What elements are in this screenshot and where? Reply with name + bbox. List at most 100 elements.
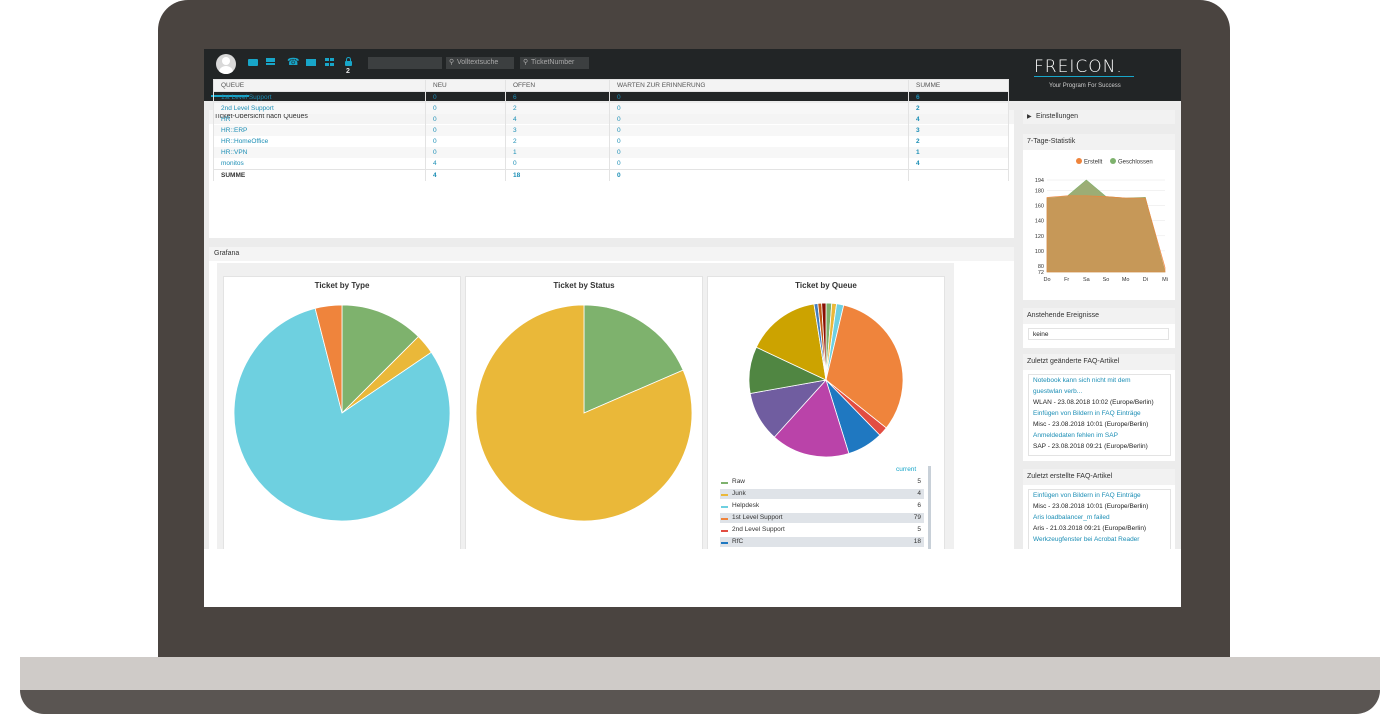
table-cell-offen[interactable]: 3 (505, 125, 610, 136)
legend-item[interactable]: Junk 4 (720, 489, 924, 499)
pie-slice[interactable] (755, 303, 827, 381)
table-cell-queue[interactable]: HR::HomeOffice (213, 136, 426, 147)
dashboard-icon[interactable] (325, 58, 334, 66)
y-tick-label: 120 (1035, 234, 1044, 240)
table-cell-warten[interactable]: 0 (609, 125, 909, 136)
table-row[interactable]: 1st Level Support 0 6 0 6 (213, 91, 1009, 103)
table-cell-queue[interactable]: 2nd Level Support (213, 103, 426, 114)
legend-item[interactable]: RfC 18 (720, 537, 924, 547)
table-cell-warten[interactable]: 0 (609, 103, 909, 114)
pie-slice[interactable] (341, 304, 419, 414)
table-cell-summe[interactable]: 6 (908, 91, 1009, 103)
queue-table: QUEUE NEU OFFEN WARTEN ZUR ERINNERUNG SU… (213, 79, 1009, 181)
faq-link[interactable]: guestwlan verb... (1033, 388, 1083, 395)
table-cell-offen[interactable]: 1 (505, 147, 610, 158)
table-cell-offen[interactable]: 2 (505, 136, 610, 147)
total-cell-offen: 18 (505, 169, 610, 181)
mail-icon[interactable] (306, 59, 316, 66)
pie-slice[interactable] (233, 307, 451, 522)
legend-scrollbar[interactable] (928, 466, 931, 556)
table-cell-offen[interactable]: 2 (505, 103, 610, 114)
folder-icon[interactable] (248, 59, 258, 66)
faq-link[interactable]: Anmeldedaten fehlen im SAP (1033, 432, 1118, 439)
user-avatar[interactable] (216, 54, 236, 74)
pie-slice[interactable] (825, 304, 904, 429)
table-cell-summe[interactable]: 4 (908, 114, 1009, 125)
faq-link[interactable]: Werkzeugfenster bei Acrobat Reader (1033, 536, 1140, 543)
table-cell-neu[interactable]: 0 (425, 103, 506, 114)
table-cell-neu[interactable]: 0 (425, 114, 506, 125)
pie-slice[interactable] (583, 304, 684, 414)
col-summe[interactable]: SUMME (908, 79, 1009, 92)
stats-legend-label[interactable]: Geschlossen (1118, 160, 1153, 166)
locked-tickets-count: 2 (346, 68, 350, 75)
stats-legend-dot[interactable] (1110, 158, 1116, 164)
legend-swatch (721, 482, 728, 484)
table-cell-queue[interactable]: HR (213, 114, 426, 125)
fulltext-search-input[interactable]: ⚲ Volltextsuche (446, 57, 514, 69)
faq-changed-panel: Zuletzt geänderte FAQ-Artikel Notebook k… (1023, 354, 1175, 461)
table-cell-neu[interactable]: 0 (425, 147, 506, 158)
table-cell-warten[interactable]: 0 (609, 147, 909, 158)
table-cell-warten[interactable]: 0 (609, 114, 909, 125)
faq-created-title: Zuletzt erstellte FAQ-Artikel (1023, 469, 1175, 485)
settings-toggle[interactable]: ▶ Einstellungen (1023, 110, 1175, 124)
pie-slice[interactable] (475, 304, 693, 522)
table-cell-warten[interactable]: 0 (609, 91, 909, 103)
table-row[interactable]: HR::HomeOffice 0 2 0 2 (213, 136, 1009, 147)
faq-link[interactable]: Einfügen von Bildern in FAQ Einträge (1033, 410, 1141, 417)
pie-slice[interactable] (314, 304, 343, 414)
table-row[interactable]: monitos 4 0 0 4 (213, 158, 1009, 170)
table-cell-queue[interactable]: monitos (213, 158, 426, 170)
table-cell-offen[interactable]: 0 (505, 158, 610, 170)
grafana-title: Grafana (209, 247, 1014, 261)
chart-title-type: Ticket by Type (314, 281, 370, 290)
col-warten[interactable]: WARTEN ZUR ERINNERUNG (609, 79, 909, 92)
table-cell-neu[interactable]: 0 (425, 125, 506, 136)
list-icon[interactable] (266, 58, 275, 65)
faq-link[interactable]: Einfügen von Bildern in FAQ Einträge (1033, 492, 1141, 499)
table-cell-offen[interactable]: 6 (505, 91, 610, 103)
legend-item[interactable]: 1st Level Support 79 (720, 513, 924, 523)
pie-slice[interactable] (821, 302, 827, 381)
legend-label: RfC (732, 538, 744, 545)
legend-value: 5 (917, 526, 921, 533)
legend-item[interactable]: Helpdesk 6 (720, 501, 924, 511)
table-cell-offen[interactable]: 4 (505, 114, 610, 125)
table-cell-neu[interactable]: 4 (425, 158, 506, 170)
faq-link[interactable]: Notebook kann sich nicht mit dem (1033, 377, 1131, 384)
table-cell-queue[interactable]: HR::VPN (213, 147, 426, 158)
table-cell-queue[interactable]: HR::ERP (213, 125, 426, 136)
table-row[interactable]: 2nd Level Support 0 2 0 2 (213, 103, 1009, 114)
table-cell-summe[interactable]: 3 (908, 125, 1009, 136)
stats-legend-label[interactable]: Erstellt (1084, 160, 1103, 166)
table-row[interactable]: HR 0 4 0 4 (213, 114, 1009, 125)
table-cell-neu[interactable]: 0 (425, 136, 506, 147)
legend-item[interactable]: Raw 5 (720, 477, 924, 487)
y-tick-label: 100 (1035, 249, 1044, 255)
legend-current-header[interactable]: current (896, 466, 917, 473)
table-cell-neu[interactable]: 0 (425, 91, 506, 103)
pie-slice[interactable] (773, 379, 850, 458)
faq-link[interactable]: Aris loadbalancer_m failed (1033, 514, 1110, 521)
col-offen[interactable]: OFFEN (505, 79, 610, 92)
col-neu[interactable]: NEU (425, 79, 506, 92)
table-cell-warten[interactable]: 0 (609, 158, 909, 170)
table-row[interactable]: HR::ERP 0 3 0 3 (213, 125, 1009, 136)
table-row[interactable]: HR::VPN 0 1 0 1 (213, 147, 1009, 158)
col-queue[interactable]: QUEUE (213, 79, 426, 92)
phone-icon[interactable]: ☎ (287, 57, 300, 68)
stats-legend-dot[interactable] (1076, 158, 1082, 164)
table-cell-queue[interactable]: 1st Level Support (213, 91, 426, 103)
x-tick-label: So (1103, 277, 1110, 283)
table-cell-summe[interactable]: 4 (908, 158, 1009, 170)
table-cell-summe[interactable]: 1 (908, 147, 1009, 158)
legend-item[interactable]: 2nd Level Support 5 (720, 525, 924, 535)
table-cell-warten[interactable]: 0 (609, 136, 909, 147)
quick-search-input[interactable] (368, 57, 442, 69)
lock-icon[interactable] (345, 57, 352, 66)
ticketnumber-search-input[interactable]: ⚲ TicketNumber (520, 57, 589, 69)
table-cell-summe[interactable]: 2 (908, 136, 1009, 147)
table-cell-summe[interactable]: 2 (908, 103, 1009, 114)
total-cell-neu: 4 (425, 169, 506, 181)
